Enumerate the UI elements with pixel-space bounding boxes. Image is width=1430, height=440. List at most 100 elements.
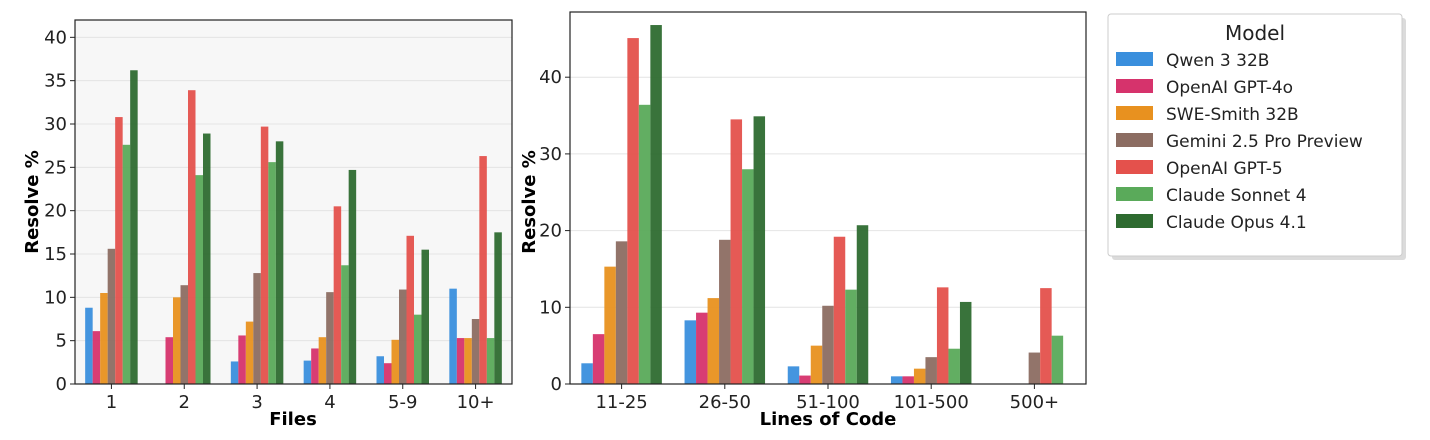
loc-bar	[604, 266, 616, 384]
legend-swatch	[1116, 214, 1153, 228]
files-bar	[275, 141, 284, 384]
files-x-tick-label: 2	[179, 392, 190, 413]
files-x-ticks: 1 2 3 4 5-9 10+	[106, 384, 495, 413]
loc-y-axis-label: Resolve %	[519, 150, 540, 254]
legend-label: Claude Sonnet 4	[1166, 186, 1307, 206]
files-bar	[421, 249, 429, 384]
loc-y-tick-label: 30	[539, 144, 562, 165]
loc-bar	[1040, 288, 1052, 384]
files-x-tick-label: 4	[324, 392, 335, 413]
loc-bar	[787, 366, 800, 384]
files-bar	[173, 297, 181, 384]
loc-x-tick-label: 101-500	[894, 392, 969, 413]
files-y-tick-label: 10	[44, 287, 67, 308]
loc-bar	[856, 225, 869, 384]
files-bar	[406, 235, 414, 384]
loc-bar	[719, 239, 731, 384]
legend-label: Claude Opus 4.1	[1166, 213, 1307, 233]
loc-bar	[936, 287, 949, 384]
loc-y-tick-label: 0	[551, 374, 562, 395]
legend-label: OpenAI GPT-4o	[1166, 78, 1293, 98]
files-bar	[376, 356, 384, 384]
loc-bar	[650, 25, 662, 384]
files-x-axis-label: Files	[269, 409, 317, 430]
files-y-tick-label: 0	[56, 374, 67, 395]
legend-swatch	[1116, 187, 1153, 201]
loc-bar	[592, 334, 605, 384]
loc-bar	[684, 320, 697, 384]
files-bar	[348, 169, 357, 384]
loc-bar	[913, 368, 926, 384]
loc-x-tick-label: 51-100	[796, 392, 860, 413]
loc-bar	[810, 345, 823, 384]
legend-box	[1107, 13, 1403, 257]
loc-y-tick-label: 40	[539, 67, 562, 88]
loc-x-axis-label: Lines of Code	[760, 409, 897, 430]
files-bar	[107, 248, 116, 384]
loc-bar	[902, 376, 914, 384]
loc-bar	[799, 375, 811, 384]
loc-x-ticks: 11-25 26-50 51-100 101-500 500+	[595, 384, 1059, 413]
loc-bar	[959, 301, 972, 384]
files-bar	[384, 363, 392, 384]
files-bar	[456, 338, 465, 384]
legend-label: Gemini 2.5 Pro Preview	[1166, 132, 1363, 152]
loc-y-ticks: 0 10 20 30 40	[539, 67, 570, 395]
files-bar	[92, 331, 101, 384]
files-bar	[341, 265, 349, 384]
files-bar	[486, 338, 495, 384]
files-bar	[449, 288, 457, 384]
files-bar	[195, 175, 203, 384]
files-plot-area	[75, 20, 512, 384]
loc-bar	[627, 38, 639, 385]
files-bar	[203, 133, 211, 384]
files-bar	[311, 348, 319, 384]
files-y-ticks: 0 5 10 15 20 25 30 35 40	[44, 27, 75, 395]
loc-x-tick-label: 500+	[1010, 392, 1059, 413]
files-x-tick-label: 3	[251, 392, 262, 413]
loc-bar	[1028, 352, 1041, 384]
files-bar	[333, 206, 342, 384]
files-plot-frame	[74, 19, 513, 385]
files-bars	[85, 70, 502, 385]
loc-bar	[833, 236, 846, 384]
files-bar	[414, 314, 422, 384]
loc-bar	[742, 169, 754, 384]
legend-items: Qwen 3 32B OpenAI GPT-4o SWE-Smith 32B Gemi…	[1116, 51, 1363, 233]
files-bar	[268, 162, 276, 384]
loc-bar	[822, 305, 834, 384]
files-bar	[238, 335, 246, 384]
files-bar	[100, 293, 108, 384]
legend-label: SWE-Smith 32B	[1166, 105, 1299, 125]
loc-bar	[615, 241, 628, 384]
files-bar	[165, 337, 173, 384]
files-bar	[303, 360, 312, 384]
legend-label: Qwen 3 32B	[1166, 51, 1269, 71]
legend: Model Qwen 3 32B OpenAI GPT-4o SWE-Smith 3…	[1107, 13, 1406, 260]
loc-bars	[581, 25, 1064, 385]
loc-bar	[1051, 335, 1064, 384]
files-x-tick-label: 1	[106, 392, 117, 413]
loc-bar	[925, 357, 937, 384]
files-y-tick-label: 20	[44, 201, 67, 222]
loc-bar	[638, 104, 651, 384]
files-bar	[391, 339, 399, 384]
legend-title: Model	[1225, 21, 1285, 45]
files-y-tick-label: 5	[56, 331, 67, 352]
files-y-tick-label: 35	[44, 71, 67, 92]
loc-x-tick-label: 11-25	[595, 392, 647, 413]
loc-bar	[707, 298, 720, 384]
legend-swatch	[1116, 52, 1153, 66]
files-bar	[399, 289, 407, 384]
files-bar	[122, 144, 131, 384]
files-x-tick-label: 5-9	[388, 392, 417, 413]
files-bar	[130, 70, 138, 385]
loc-chart: 0 10 20 30 40 11-25 26-50 51-100 101-500 500+ Li…	[519, 11, 1087, 430]
files-bar	[188, 90, 196, 384]
files-bar	[471, 319, 480, 384]
files-bar	[494, 232, 502, 384]
files-bar	[115, 117, 123, 385]
files-bar	[253, 273, 261, 384]
files-bar	[180, 285, 188, 384]
legend-swatch	[1116, 79, 1153, 93]
